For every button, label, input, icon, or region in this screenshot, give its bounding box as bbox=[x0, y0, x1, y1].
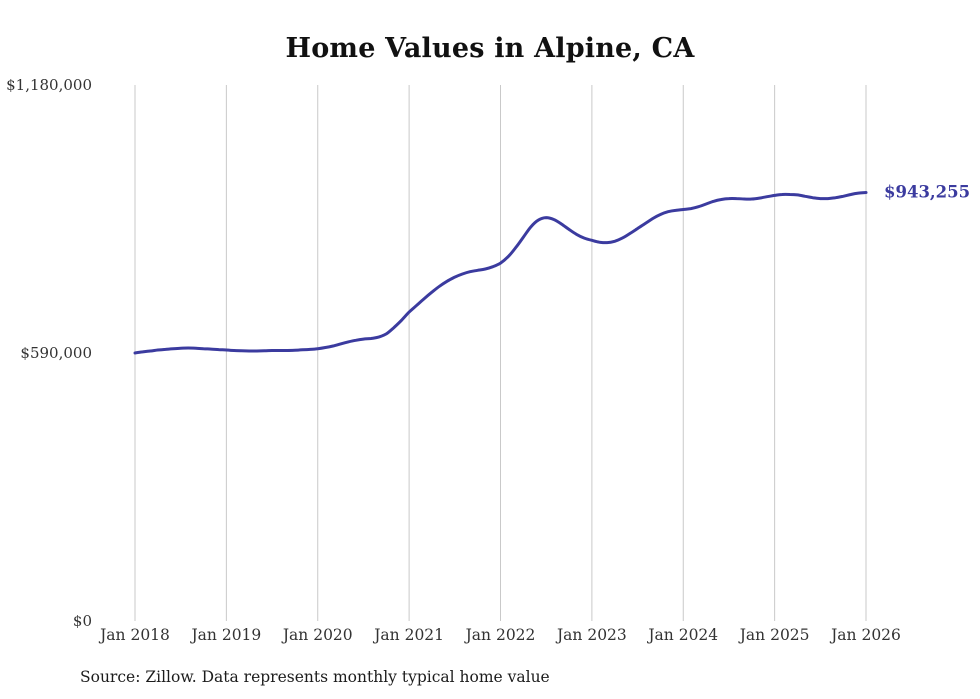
x-tick-label: Jan 2024 bbox=[646, 626, 718, 644]
y-tick-label: $0 bbox=[73, 612, 92, 630]
x-tick-label: Jan 2021 bbox=[372, 626, 444, 644]
x-tick-label: Jan 2025 bbox=[738, 626, 810, 644]
y-tick-label: $1,180,000 bbox=[6, 76, 92, 94]
x-tick-label: Jan 2022 bbox=[464, 626, 536, 644]
x-tick-label: Jan 2018 bbox=[98, 626, 170, 644]
home-value-line bbox=[133, 191, 868, 355]
chart-title: Home Values in Alpine, CA bbox=[285, 33, 695, 64]
x-tick-label: Jan 2019 bbox=[189, 626, 261, 644]
x-tick-label: Jan 2026 bbox=[829, 626, 901, 644]
x-tick-label: Jan 2020 bbox=[281, 626, 353, 644]
x-tick-label: Jan 2023 bbox=[555, 626, 627, 644]
end-value-label: $943,255 bbox=[884, 183, 970, 202]
source-note: Source: Zillow. Data represents monthly … bbox=[80, 668, 550, 686]
y-tick-label: $590,000 bbox=[20, 344, 92, 362]
